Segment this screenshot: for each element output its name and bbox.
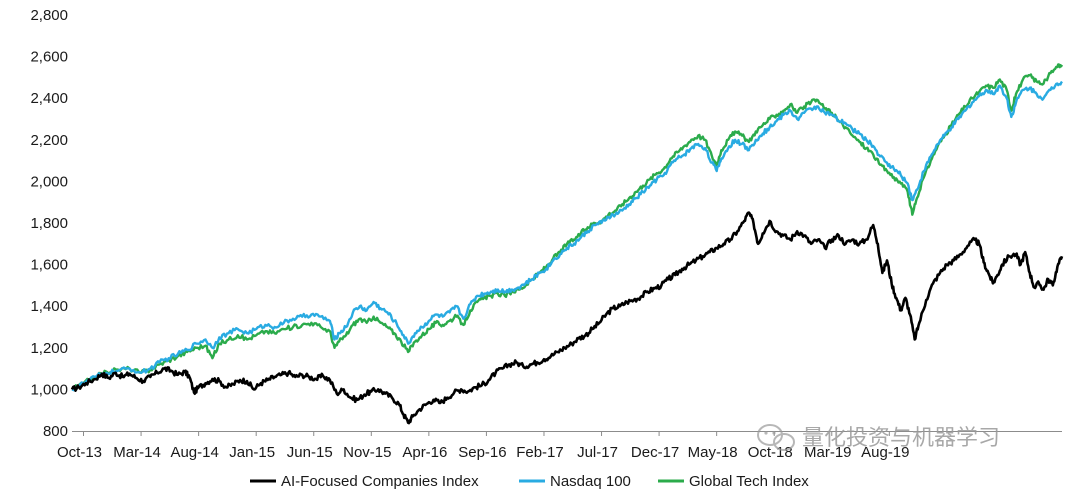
y-tick-label: 1,400 xyxy=(30,298,68,315)
y-tick-label: 2,200 xyxy=(30,132,68,149)
series-line-nasdaq-100 xyxy=(71,80,1063,392)
legend-item-nasdaq: Nasdaq 100 xyxy=(519,473,631,490)
legend-label-global-tech: Global Tech Index xyxy=(689,473,809,490)
x-tick-label: Feb-17 xyxy=(516,444,564,461)
x-tick-label: Jul-17 xyxy=(577,444,618,461)
series-line-global-tech-index xyxy=(71,63,1064,391)
watermark-text: 量化投资与机器学习 xyxy=(802,426,1000,451)
legend-label-nasdaq: Nasdaq 100 xyxy=(550,473,631,490)
y-tick-label: 1,200 xyxy=(30,340,68,357)
x-tick-label: May-18 xyxy=(688,444,738,461)
wechat-icon xyxy=(757,424,795,451)
watermark: 量化投资与机器学习 xyxy=(757,424,1000,451)
y-axis-tick-labels: 800 1,000 1,200 1,400 1,600 1,800 2,000 2,200 2,… xyxy=(30,7,68,440)
legend-label-ai-focused: AI-Focused Companies Index xyxy=(281,473,479,490)
series-lines xyxy=(70,63,1064,425)
y-tick-label: 1,000 xyxy=(30,381,68,398)
legend: AI-Focused Companies Index Nasdaq 100 Gl… xyxy=(250,473,809,490)
y-tick-label: 1,800 xyxy=(30,215,68,232)
x-tick-label: Nov-15 xyxy=(343,444,391,461)
y-tick-label: 800 xyxy=(43,423,68,440)
x-tick-label: Sep-16 xyxy=(458,444,506,461)
x-tick-label: Jun-15 xyxy=(287,444,333,461)
x-tick-label: Aug-14 xyxy=(170,444,218,461)
x-tick-label: Jan-15 xyxy=(229,444,275,461)
x-tick-label: Oct-18 xyxy=(748,444,793,461)
series-line-ai-focused-companies-index xyxy=(70,211,1064,425)
x-tick-label: Mar-19 xyxy=(804,444,852,461)
y-tick-label: 2,400 xyxy=(30,90,68,107)
y-tick-label: 1,600 xyxy=(30,257,68,274)
y-tick-label: 2,000 xyxy=(30,173,68,190)
x-tick-label: Dec-17 xyxy=(631,444,679,461)
legend-item-ai-focused: AI-Focused Companies Index xyxy=(250,473,479,490)
x-axis: Oct-13 Mar-14 Aug-14 Jan-15 Jun-15 Nov-15 Apr-… xyxy=(57,431,1062,461)
x-tick-label: Aug-19 xyxy=(861,444,909,461)
y-tick-label: 2,800 xyxy=(30,7,68,24)
x-tick-label: Oct-13 xyxy=(57,444,102,461)
x-tick-label: Mar-14 xyxy=(113,444,161,461)
x-tick-label: Apr-16 xyxy=(402,444,447,461)
y-tick-label: 2,600 xyxy=(30,49,68,66)
legend-item-global-tech: Global Tech Index xyxy=(658,473,809,490)
